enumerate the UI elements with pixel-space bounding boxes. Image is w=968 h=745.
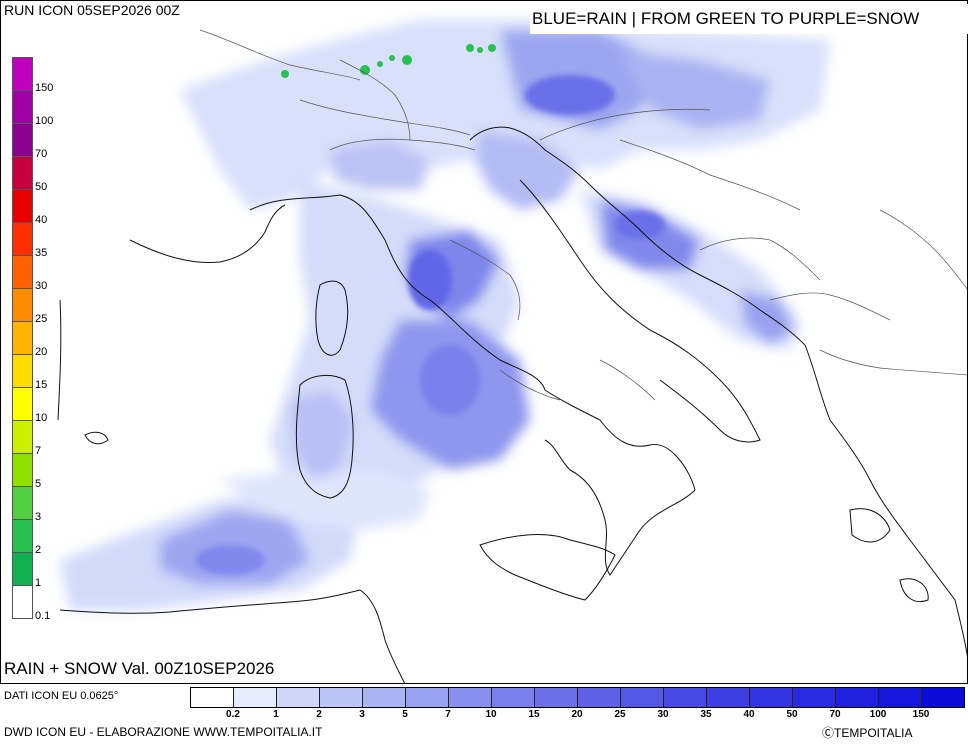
snow-scale-cell bbox=[12, 354, 33, 387]
rain-scale-tick: 50 bbox=[786, 709, 798, 720]
rain-scale-cell bbox=[621, 688, 664, 707]
snow-scale-cell bbox=[12, 255, 33, 288]
rain-scale-cell bbox=[578, 688, 621, 707]
snow-scale-tick: 35 bbox=[35, 247, 48, 259]
map-canvas bbox=[57, 20, 968, 685]
rain-scale-tick: 1 bbox=[273, 709, 279, 720]
rain-scale-ticks: 0.2 1 2 3 5 7 10 15 20 25 30 35 40 50 70 100 150 bbox=[190, 709, 968, 723]
snow-scale-tick: 0.1 bbox=[35, 610, 51, 622]
snow-scale-tick: 20 bbox=[35, 346, 48, 358]
rain-scale-tick: 3 bbox=[359, 709, 365, 720]
snow-scale-tick: 150 bbox=[35, 82, 54, 94]
rain-scale-tick: 10 bbox=[485, 709, 497, 720]
rain-scale-cell bbox=[449, 688, 492, 707]
snow-scale-cell bbox=[12, 123, 33, 156]
rain-scale-tick: 0.2 bbox=[226, 709, 240, 720]
snow-scale-tick: 100 bbox=[35, 115, 54, 127]
snow-scale-cell bbox=[12, 90, 33, 123]
rain-scale-cell bbox=[492, 688, 535, 707]
snow-scale-cell bbox=[12, 57, 33, 90]
validity-label: RAIN + SNOW Val. 00Z10SEP2026 bbox=[4, 658, 275, 680]
snow-scale-tick: 50 bbox=[35, 181, 48, 193]
rain-scale-tick: 35 bbox=[700, 709, 712, 720]
rain-scale-tick: 25 bbox=[614, 709, 626, 720]
coastlines bbox=[57, 126, 968, 685]
rain-scale-cell bbox=[922, 688, 964, 707]
rain-color-scale bbox=[190, 687, 965, 708]
run-label: RUN ICON 05SEP2026 00Z bbox=[4, 2, 180, 18]
precipitation-map: RUN ICON 05SEP2026 00Z BLUE=RAIN | FROM … bbox=[0, 0, 968, 685]
rain-scale-cell bbox=[664, 688, 707, 707]
rain-scale-cell bbox=[406, 688, 449, 707]
rain-scale-tick: 5 bbox=[402, 709, 408, 720]
rain-scale-tick: 7 bbox=[445, 709, 451, 720]
credits-label: DWD ICON EU - ELABORAZIONE WWW.TEMPOITAL… bbox=[4, 725, 323, 739]
rain-field bbox=[60, 20, 830, 610]
snow-scale-cell bbox=[12, 453, 33, 486]
rain-scale-cell bbox=[750, 688, 793, 707]
rain-scale-cell bbox=[320, 688, 363, 707]
snow-scale-tick: 7 bbox=[35, 445, 42, 457]
snow-scale-tick: 30 bbox=[35, 280, 48, 292]
rain-scale-tick: 30 bbox=[657, 709, 669, 720]
rain-scale-tick: 150 bbox=[912, 709, 930, 720]
snow-scale-cell bbox=[12, 585, 33, 619]
snow-scale-cell bbox=[12, 552, 33, 585]
snow-scale-tick: 5 bbox=[35, 478, 42, 490]
rain-scale-cell bbox=[363, 688, 406, 707]
snow-scale-cell bbox=[12, 156, 33, 189]
snow-scale-cell bbox=[12, 387, 33, 420]
legend-title-box: BLUE=RAIN | FROM GREEN TO PURPLE=SNOW bbox=[530, 4, 968, 34]
snow-scale-cell bbox=[12, 420, 33, 453]
rain-scale-tick: 100 bbox=[869, 709, 887, 720]
snow-scale-cell bbox=[12, 222, 33, 255]
snow-color-scale bbox=[12, 57, 33, 619]
rain-scale-tick: 40 bbox=[743, 709, 755, 720]
snow-scale-cell bbox=[12, 288, 33, 321]
rain-scale-tick: 15 bbox=[528, 709, 540, 720]
rain-scale-cell bbox=[879, 688, 922, 707]
snow-scale-tick: 2 bbox=[35, 544, 42, 556]
snow-scale-tick: 25 bbox=[35, 313, 48, 325]
rain-scale-cell bbox=[277, 688, 320, 707]
snow-patches bbox=[281, 44, 496, 78]
snow-scale-tick: 15 bbox=[35, 379, 48, 391]
legend-title: BLUE=RAIN | FROM GREEN TO PURPLE=SNOW bbox=[532, 9, 920, 28]
copyright-label: ⒸTEMPOITALIA bbox=[822, 726, 913, 740]
rain-cores bbox=[195, 75, 665, 575]
snow-scale-tick: 10 bbox=[35, 412, 48, 424]
snow-scale-cell bbox=[12, 321, 33, 354]
rain-scale-tick: 20 bbox=[571, 709, 583, 720]
rain-scale-tick: 2 bbox=[316, 709, 322, 720]
rain-scale-cell bbox=[535, 688, 578, 707]
data-source-label: DATI ICON EU 0.0625° bbox=[4, 690, 119, 702]
rain-scale-cell bbox=[836, 688, 879, 707]
borders bbox=[199, 29, 968, 401]
rain-scale-tick: 70 bbox=[829, 709, 841, 720]
snow-scale-cell bbox=[12, 519, 33, 552]
rain-scale-cell bbox=[707, 688, 750, 707]
snow-scale-tick: 40 bbox=[35, 214, 48, 226]
snow-scale-tick: 3 bbox=[35, 511, 42, 523]
snow-scale-tick: 70 bbox=[35, 148, 48, 160]
snow-scale-cell bbox=[12, 189, 33, 222]
rain-scale-cell bbox=[234, 688, 277, 707]
snow-scale-tick: 1 bbox=[35, 577, 42, 589]
snow-scale-cell bbox=[12, 486, 33, 519]
rain-scale-cell bbox=[793, 688, 836, 707]
rain-scale-cell bbox=[191, 688, 234, 707]
